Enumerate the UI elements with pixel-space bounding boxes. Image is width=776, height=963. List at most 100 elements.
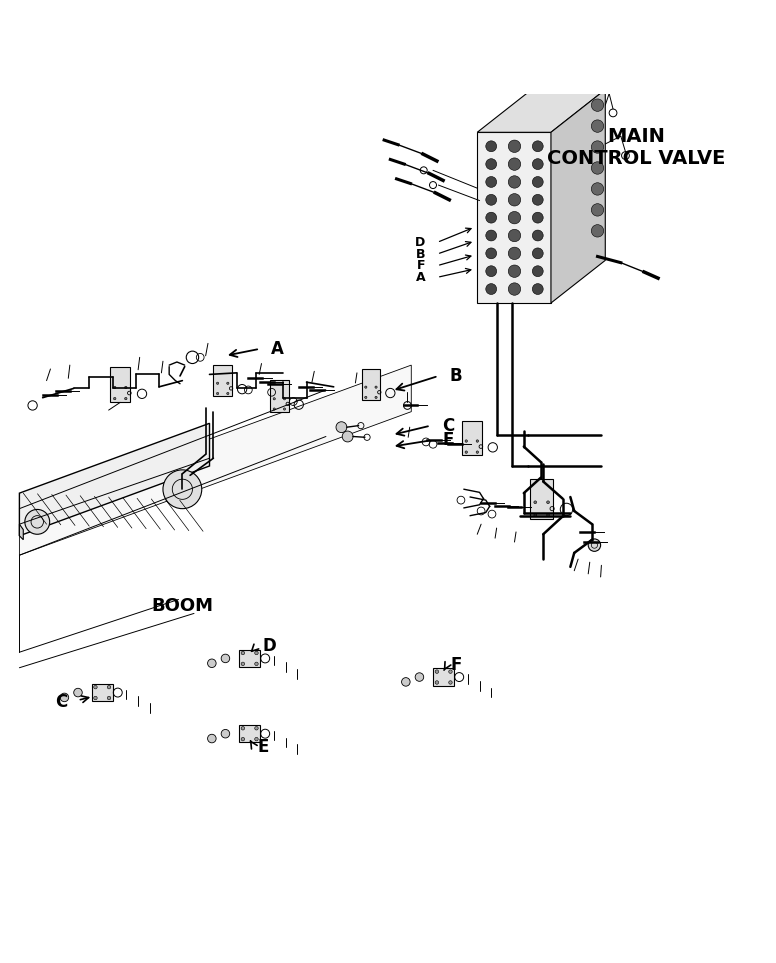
Circle shape xyxy=(486,195,497,205)
Circle shape xyxy=(591,224,604,237)
Text: E: E xyxy=(258,738,269,756)
Circle shape xyxy=(94,686,97,689)
Circle shape xyxy=(508,229,521,242)
Circle shape xyxy=(465,440,467,442)
Circle shape xyxy=(591,204,604,216)
Circle shape xyxy=(25,509,50,534)
Circle shape xyxy=(532,159,543,169)
Circle shape xyxy=(113,386,116,389)
Circle shape xyxy=(591,99,604,112)
Circle shape xyxy=(255,726,258,730)
Circle shape xyxy=(532,247,543,259)
Circle shape xyxy=(227,392,229,395)
Circle shape xyxy=(273,408,275,410)
Text: B: B xyxy=(416,247,425,261)
Circle shape xyxy=(449,681,452,685)
Circle shape xyxy=(486,176,497,188)
Circle shape xyxy=(375,386,377,388)
Circle shape xyxy=(486,266,497,276)
Circle shape xyxy=(208,659,216,667)
Circle shape xyxy=(508,176,521,188)
Circle shape xyxy=(60,693,68,702)
Bar xyxy=(462,421,482,455)
Bar xyxy=(508,69,525,80)
Circle shape xyxy=(534,501,537,504)
Circle shape xyxy=(532,212,543,223)
Bar xyxy=(362,369,380,401)
Bar xyxy=(92,684,113,701)
Circle shape xyxy=(415,673,424,681)
Circle shape xyxy=(365,396,367,399)
Circle shape xyxy=(241,663,244,665)
Bar xyxy=(433,668,455,686)
Circle shape xyxy=(221,729,230,738)
Bar xyxy=(270,380,289,412)
Circle shape xyxy=(532,176,543,188)
Circle shape xyxy=(546,501,549,504)
Circle shape xyxy=(255,651,258,655)
Bar xyxy=(239,725,261,742)
Circle shape xyxy=(532,230,543,241)
Circle shape xyxy=(508,265,521,277)
Circle shape xyxy=(591,141,604,153)
Circle shape xyxy=(375,396,377,399)
Circle shape xyxy=(241,738,244,741)
Circle shape xyxy=(74,689,82,697)
Polygon shape xyxy=(19,524,23,539)
Text: A: A xyxy=(416,271,425,284)
Circle shape xyxy=(435,670,438,673)
Circle shape xyxy=(255,663,258,665)
Circle shape xyxy=(508,283,521,296)
Circle shape xyxy=(532,195,543,205)
Text: BOOM: BOOM xyxy=(151,597,213,614)
Circle shape xyxy=(107,686,111,689)
Circle shape xyxy=(486,141,497,152)
Circle shape xyxy=(208,734,216,742)
Text: A: A xyxy=(272,340,284,358)
Text: D: D xyxy=(262,637,276,655)
Circle shape xyxy=(107,696,111,700)
Circle shape xyxy=(125,386,127,389)
Bar xyxy=(485,69,502,80)
Text: F: F xyxy=(450,656,462,674)
Circle shape xyxy=(546,513,549,516)
Circle shape xyxy=(217,392,219,395)
Circle shape xyxy=(241,726,244,730)
Circle shape xyxy=(336,422,347,432)
Circle shape xyxy=(342,431,353,442)
Text: B: B xyxy=(450,367,462,385)
Polygon shape xyxy=(477,132,551,303)
Circle shape xyxy=(534,513,537,516)
Circle shape xyxy=(486,230,497,241)
Circle shape xyxy=(435,681,438,685)
Circle shape xyxy=(591,183,604,195)
Text: F: F xyxy=(417,259,425,273)
Text: D: D xyxy=(415,236,425,249)
Circle shape xyxy=(221,654,230,663)
Circle shape xyxy=(508,140,521,152)
Circle shape xyxy=(217,382,219,384)
Circle shape xyxy=(94,696,97,700)
Circle shape xyxy=(486,159,497,169)
Bar xyxy=(239,650,261,667)
Text: MAIN
CONTROL VALVE: MAIN CONTROL VALVE xyxy=(547,127,726,168)
Circle shape xyxy=(532,266,543,276)
Circle shape xyxy=(365,386,367,388)
Text: E: E xyxy=(443,431,454,450)
Bar xyxy=(530,479,553,518)
Circle shape xyxy=(476,440,479,442)
Circle shape xyxy=(486,247,497,259)
Circle shape xyxy=(486,284,497,295)
Circle shape xyxy=(113,398,116,400)
Bar xyxy=(110,367,130,402)
Polygon shape xyxy=(551,90,605,303)
Polygon shape xyxy=(19,365,411,556)
Circle shape xyxy=(591,162,604,174)
Circle shape xyxy=(588,539,601,552)
Circle shape xyxy=(402,678,410,687)
Circle shape xyxy=(163,470,202,508)
Circle shape xyxy=(283,408,286,410)
Circle shape xyxy=(508,247,521,260)
Circle shape xyxy=(476,451,479,454)
Text: C: C xyxy=(442,417,455,434)
